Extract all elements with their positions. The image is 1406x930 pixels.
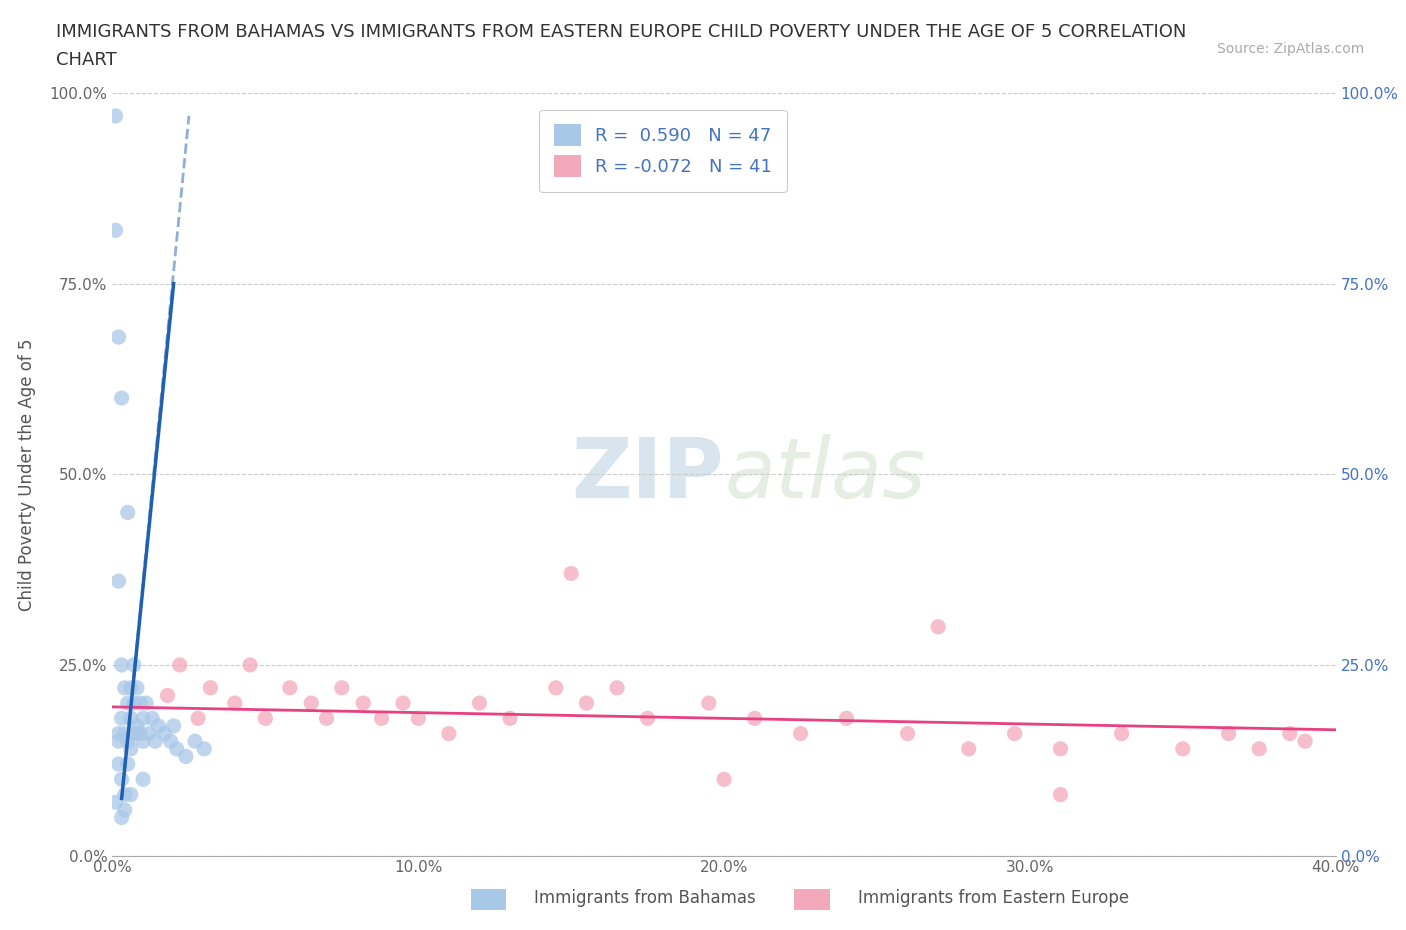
Point	[697, 696, 720, 711]
Point	[544, 681, 567, 696]
Point	[111, 658, 134, 672]
Point	[163, 719, 186, 734]
Point	[239, 658, 262, 672]
Point	[957, 741, 980, 756]
Point	[606, 681, 628, 696]
Point	[744, 711, 766, 725]
Point	[120, 681, 142, 696]
Point	[1049, 787, 1071, 802]
Point	[111, 810, 134, 825]
Point	[148, 719, 170, 734]
Point	[111, 391, 134, 405]
Point	[104, 795, 127, 810]
Point	[1294, 734, 1316, 749]
Point	[174, 749, 197, 764]
Point	[315, 711, 337, 725]
Point	[122, 696, 145, 711]
Point	[224, 696, 246, 711]
Point	[114, 787, 136, 802]
Point	[125, 681, 148, 696]
Point	[408, 711, 430, 725]
Point	[143, 734, 166, 749]
Point	[187, 711, 209, 725]
Text: ZIP: ZIP	[572, 433, 724, 515]
Point	[135, 696, 157, 711]
Point	[138, 726, 160, 741]
Point	[107, 329, 129, 344]
Point	[132, 711, 155, 725]
Point	[114, 803, 136, 817]
Point	[132, 734, 155, 749]
Point	[107, 757, 129, 772]
Point	[835, 711, 858, 725]
Point	[117, 757, 139, 772]
Point	[330, 681, 353, 696]
Point	[120, 741, 142, 756]
Point	[184, 734, 207, 749]
Point	[107, 734, 129, 749]
Point	[1171, 741, 1194, 756]
Point	[1111, 726, 1133, 741]
Point	[117, 696, 139, 711]
Point	[153, 726, 176, 741]
Point	[156, 688, 179, 703]
Point	[1249, 741, 1271, 756]
Point	[1218, 726, 1240, 741]
Point	[437, 726, 460, 741]
Point	[107, 726, 129, 741]
Text: Immigrants from Eastern Europe: Immigrants from Eastern Europe	[858, 889, 1129, 907]
Point	[193, 741, 215, 756]
Point	[120, 711, 142, 725]
Point	[117, 734, 139, 749]
Point	[1278, 726, 1301, 741]
Point	[200, 681, 222, 696]
Point	[141, 711, 163, 725]
Point	[927, 619, 949, 634]
Point	[637, 711, 659, 725]
Point	[789, 726, 811, 741]
Point	[392, 696, 415, 711]
Point	[114, 726, 136, 741]
Point	[254, 711, 277, 725]
Point	[120, 787, 142, 802]
Point	[278, 681, 301, 696]
Point	[575, 696, 598, 711]
Point	[166, 741, 188, 756]
Y-axis label: Child Poverty Under the Age of 5: Child Poverty Under the Age of 5	[18, 338, 35, 611]
Point	[111, 772, 134, 787]
Point	[107, 574, 129, 589]
Point	[104, 109, 127, 124]
Point	[1004, 726, 1026, 741]
Point	[897, 726, 920, 741]
Point	[129, 726, 152, 741]
Text: CHART: CHART	[56, 51, 117, 69]
Point	[713, 772, 735, 787]
Point	[499, 711, 522, 725]
Point	[125, 719, 148, 734]
Point	[114, 681, 136, 696]
Point	[111, 711, 134, 725]
Point	[370, 711, 392, 725]
Point	[122, 658, 145, 672]
Point	[104, 223, 127, 238]
Point	[560, 566, 582, 581]
Point	[468, 696, 491, 711]
Point	[122, 726, 145, 741]
Point	[169, 658, 191, 672]
Point	[129, 696, 152, 711]
Text: atlas: atlas	[724, 433, 925, 515]
Legend: R =  0.590   N = 47, R = -0.072   N = 41: R = 0.590 N = 47, R = -0.072 N = 41	[540, 110, 786, 192]
Point	[125, 726, 148, 741]
Point	[352, 696, 374, 711]
Text: Immigrants from Bahamas: Immigrants from Bahamas	[534, 889, 756, 907]
Text: IMMIGRANTS FROM BAHAMAS VS IMMIGRANTS FROM EASTERN EUROPE CHILD POVERTY UNDER TH: IMMIGRANTS FROM BAHAMAS VS IMMIGRANTS FR…	[56, 23, 1187, 41]
Point	[132, 772, 155, 787]
Point	[159, 734, 181, 749]
Point	[1049, 741, 1071, 756]
Text: Source: ZipAtlas.com: Source: ZipAtlas.com	[1216, 42, 1364, 56]
Point	[299, 696, 322, 711]
Point	[117, 505, 139, 520]
